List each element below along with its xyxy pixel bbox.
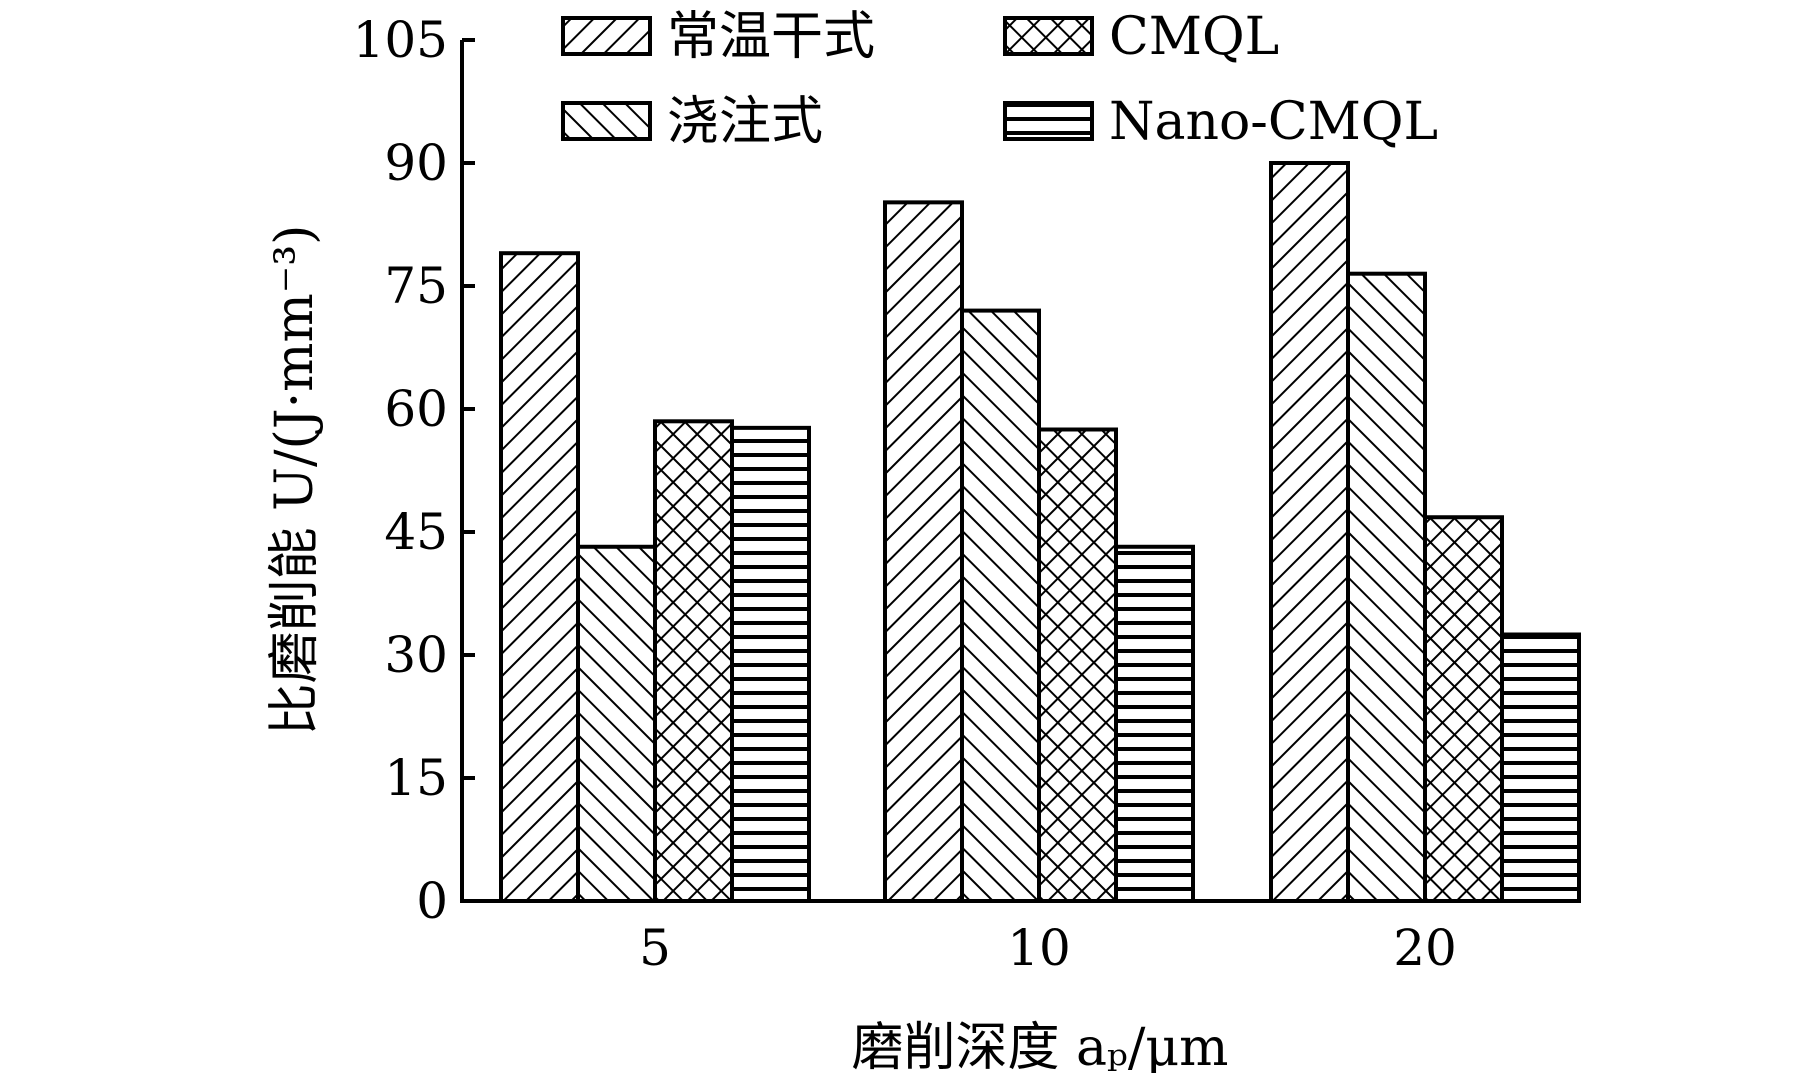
bar-常温干式-10 (883, 200, 964, 904)
y-tick-label: 45 (384, 503, 448, 561)
y-tick-label: 75 (384, 257, 448, 315)
x-tick-label: 10 (1007, 919, 1071, 977)
bar-CMQL-20 (1423, 515, 1504, 903)
x-axis-label: 磨削深度 aₚ/μm (852, 1018, 1229, 1073)
bar-常温干式-5 (499, 251, 580, 903)
legend-label: Nano-CMQL (1109, 92, 1438, 152)
bar-浇注式-5 (576, 544, 657, 903)
y-tick-label: 105 (353, 11, 448, 69)
x-tick-label: 5 (639, 919, 671, 977)
y-tick-label: 0 (416, 872, 448, 930)
bar-浇注式-20 (1346, 271, 1427, 903)
bar-浇注式-10 (960, 308, 1041, 904)
bar-CMQL-10 (1037, 427, 1118, 903)
bars-group (499, 161, 1581, 904)
legend-swatch-CMQL (1003, 16, 1094, 56)
bar-常温干式-20 (1269, 161, 1350, 903)
x-ticks: 5 10 20 (639, 919, 1457, 977)
legend-label: 常温干式 (667, 7, 875, 67)
y-tick-label: 30 (384, 626, 448, 684)
y-ticks: 0 15 30 45 60 75 90 105 (353, 11, 475, 930)
y-tick-label: 90 (384, 134, 448, 192)
bar-Nano-CMQL-5 (730, 425, 811, 903)
legend-swatch-常温干式 (561, 16, 652, 56)
axes (460, 40, 1580, 903)
y-axis-label: 比磨削能 U/(J·mm⁻³) (265, 225, 325, 736)
legend-label: 浇注式 (667, 92, 823, 152)
x-tick-label: 20 (1393, 919, 1457, 977)
bar-CMQL-5 (653, 419, 734, 903)
bar-Nano-CMQL-20 (1500, 632, 1581, 903)
bar-Nano-CMQL-10 (1114, 544, 1195, 903)
legend-swatch-Nano-CMQL (1003, 101, 1094, 141)
y-tick-label: 15 (384, 749, 448, 807)
legend-swatch-浇注式 (561, 101, 652, 141)
legend-label: CMQL (1109, 7, 1279, 67)
y-tick-label: 60 (384, 380, 448, 438)
